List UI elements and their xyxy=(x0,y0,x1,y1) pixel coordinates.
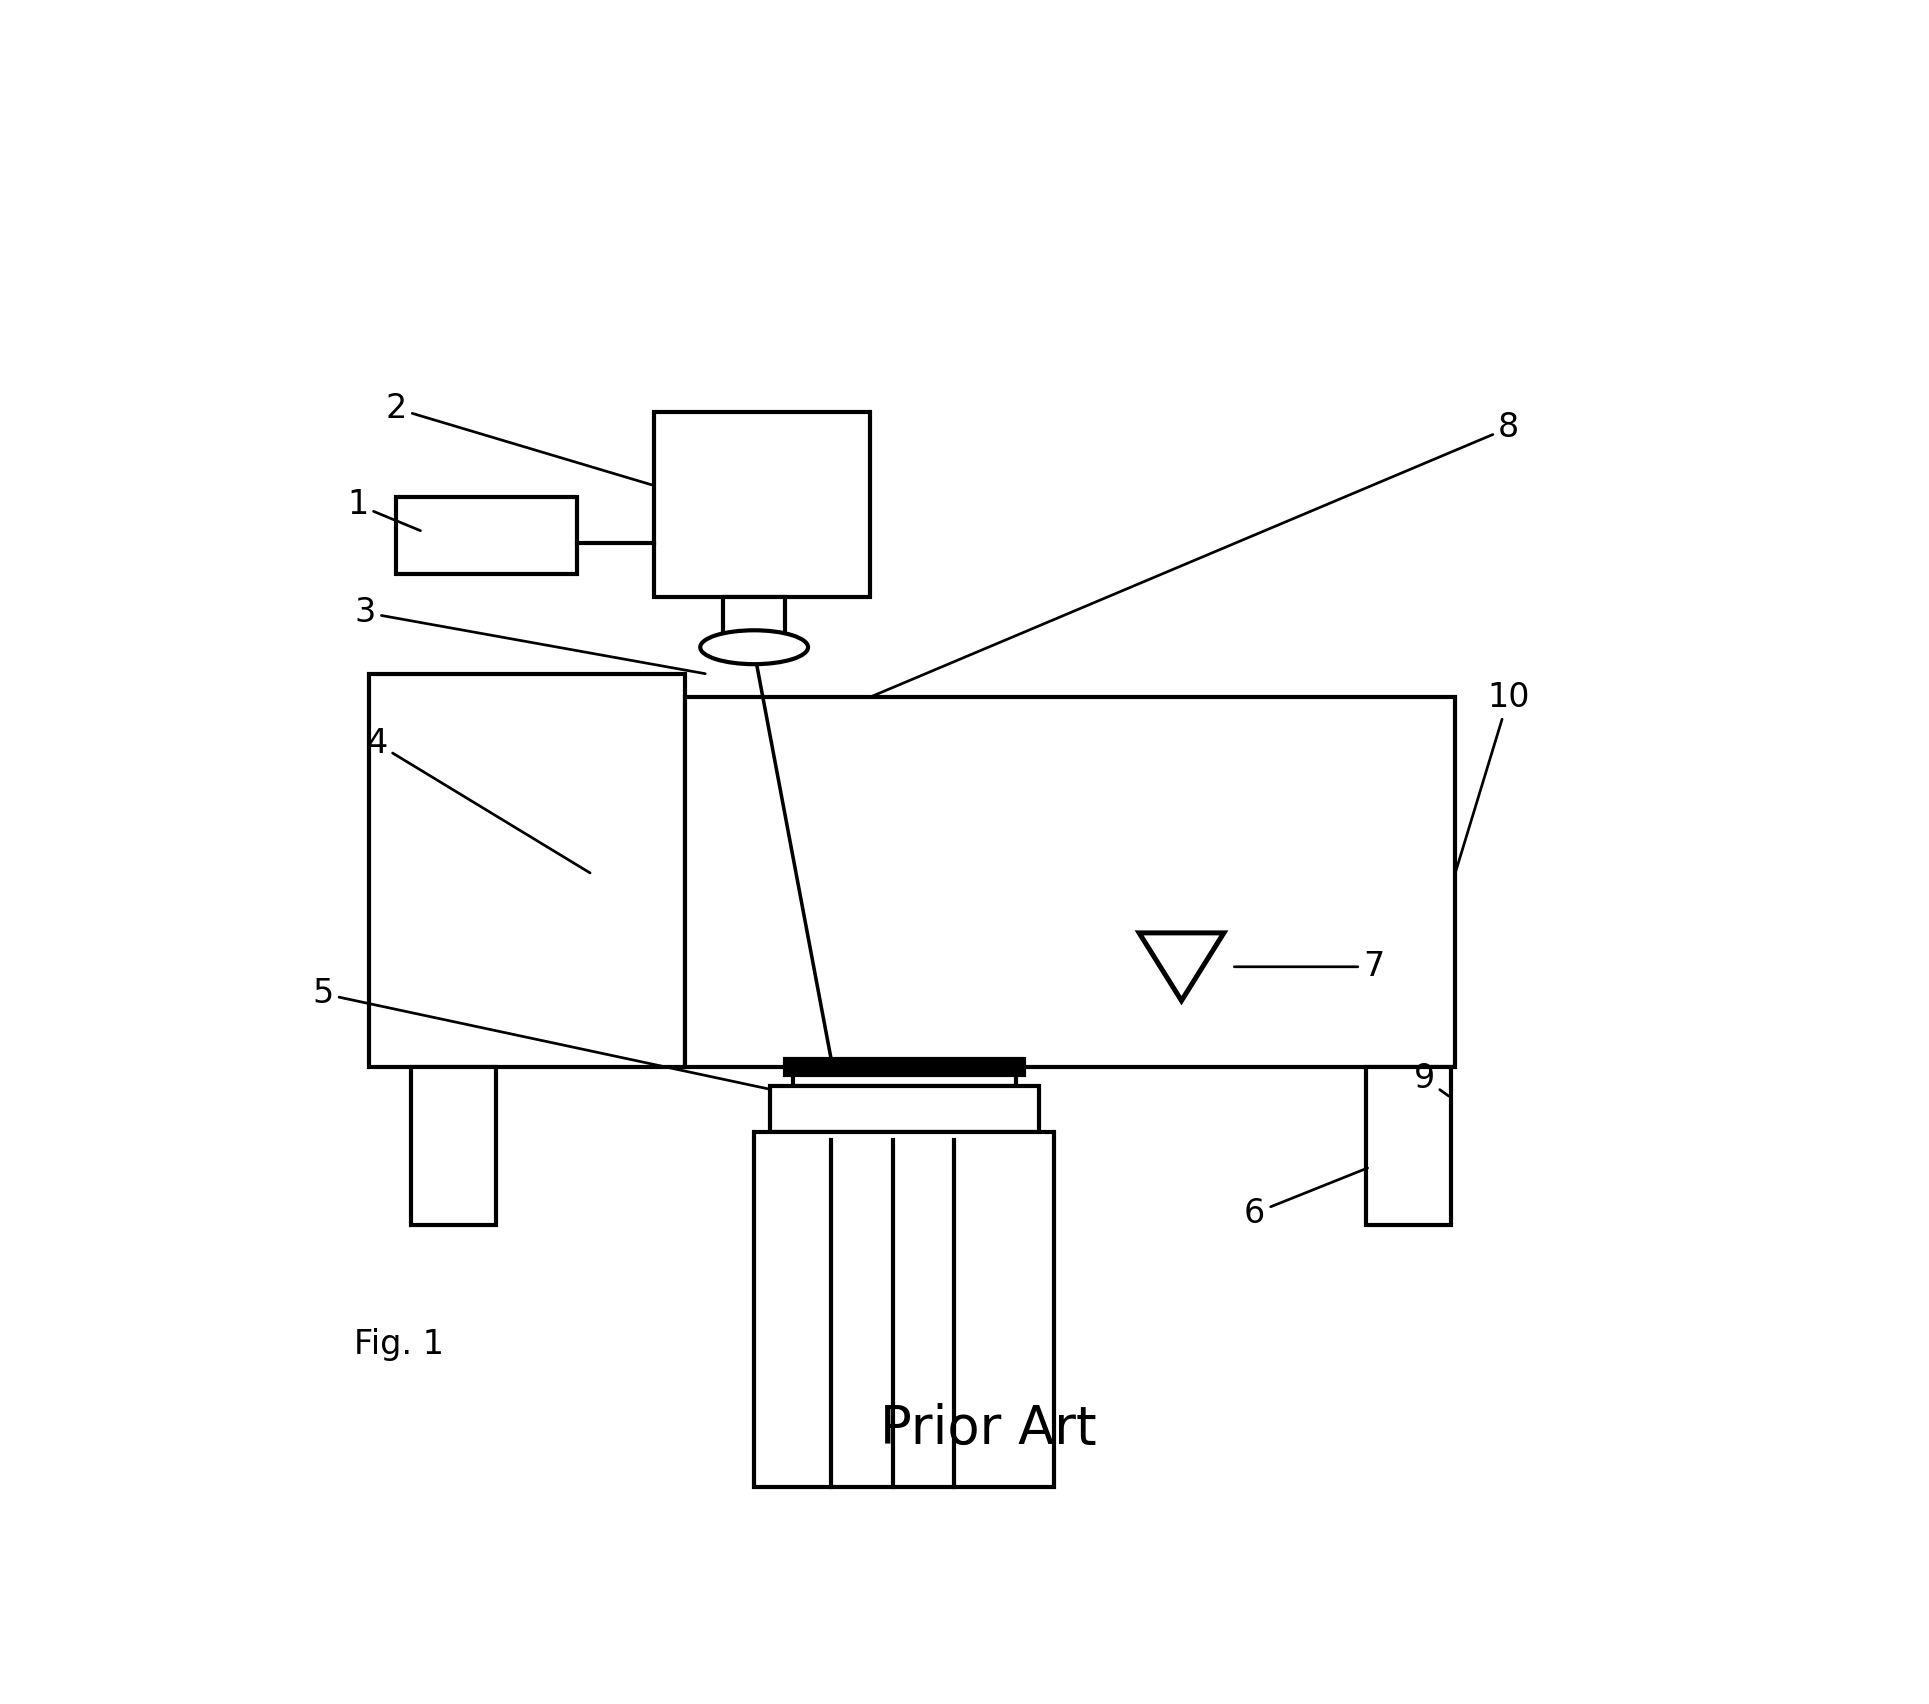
Bar xyxy=(785,1060,1024,1075)
Text: 1: 1 xyxy=(347,489,421,530)
Bar xyxy=(770,1085,1040,1133)
Text: 10: 10 xyxy=(1456,682,1530,872)
Bar xyxy=(685,697,1454,1067)
Text: 9: 9 xyxy=(1414,1062,1449,1096)
Bar xyxy=(723,596,785,648)
Bar xyxy=(368,675,685,1067)
Text: Prior Art: Prior Art xyxy=(880,1402,1096,1455)
Polygon shape xyxy=(1140,932,1223,1000)
Text: 6: 6 xyxy=(1244,1167,1368,1230)
Bar xyxy=(654,412,870,596)
Text: Fig. 1: Fig. 1 xyxy=(353,1327,444,1360)
Text: 3: 3 xyxy=(355,596,706,673)
Bar xyxy=(793,1075,1017,1085)
Bar xyxy=(1366,1067,1451,1225)
Bar xyxy=(754,1133,1055,1486)
Text: 2: 2 xyxy=(386,392,652,484)
Text: 8: 8 xyxy=(872,411,1520,697)
Bar xyxy=(395,498,577,574)
Text: 4: 4 xyxy=(367,728,590,872)
Text: 5: 5 xyxy=(312,976,772,1089)
Ellipse shape xyxy=(700,630,808,665)
Bar xyxy=(411,1067,496,1225)
Text: 7: 7 xyxy=(1235,951,1385,983)
